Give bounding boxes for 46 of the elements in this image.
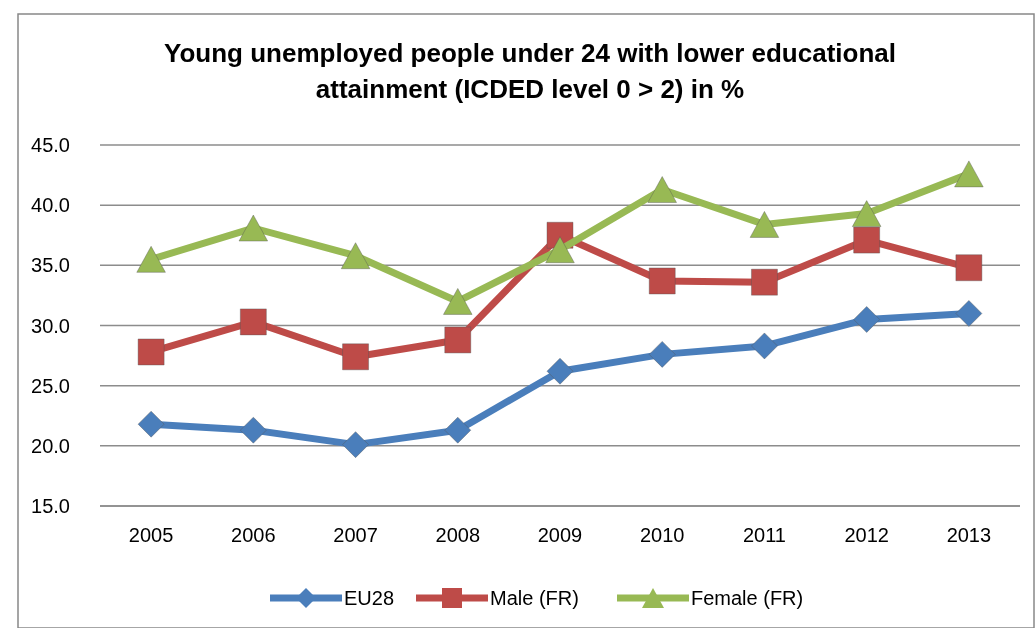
point [648, 267, 676, 295]
x-tick-label: 2006 [231, 524, 276, 546]
point [750, 268, 778, 296]
point [136, 245, 166, 273]
point [853, 226, 881, 254]
y-tick-label: 45.0 [31, 134, 70, 156]
x-tick-label: 2013 [946, 524, 992, 546]
legend-label: EU28 [344, 587, 395, 609]
x-tick-label: 2007 [333, 524, 378, 546]
x-tick-label: 2011 [742, 524, 786, 546]
point [955, 299, 983, 327]
point [342, 431, 370, 459]
point [137, 338, 165, 366]
y-tick-label: 15.0 [31, 495, 70, 517]
x-tick-label: 2005 [128, 524, 174, 546]
point [137, 410, 165, 438]
point [546, 357, 574, 385]
x-tick-label: 2008 [435, 524, 481, 546]
point [239, 308, 267, 336]
y-tick-label: 40.0 [31, 194, 70, 217]
point [238, 214, 269, 242]
x-tick-label: 2009 [537, 524, 583, 546]
y-tick-label: 30.0 [31, 314, 70, 337]
point [647, 176, 678, 204]
point [750, 332, 778, 360]
point [954, 160, 984, 188]
point [239, 416, 267, 444]
point [851, 200, 882, 228]
point [545, 236, 575, 264]
y-tick-label: 20.0 [31, 434, 70, 457]
point [648, 340, 676, 368]
y-tick-label: 25.0 [31, 374, 70, 397]
chart-title: Young unemployed people under 24 with lower educational attainment (ICDED level 0 > 2) in % [164, 38, 896, 104]
point [342, 343, 370, 371]
point [444, 326, 472, 354]
point [749, 210, 780, 238]
legend-label: Male (FR) [490, 587, 579, 609]
x-tick-label: 2012 [844, 524, 889, 546]
legend-label: Female (FR) [691, 587, 804, 609]
y-tick-label: 35.0 [31, 254, 70, 277]
point [853, 305, 881, 333]
point [955, 254, 983, 282]
point [340, 242, 371, 270]
point [442, 287, 473, 315]
x-tick-label: 2010 [639, 524, 685, 546]
point [444, 416, 472, 444]
